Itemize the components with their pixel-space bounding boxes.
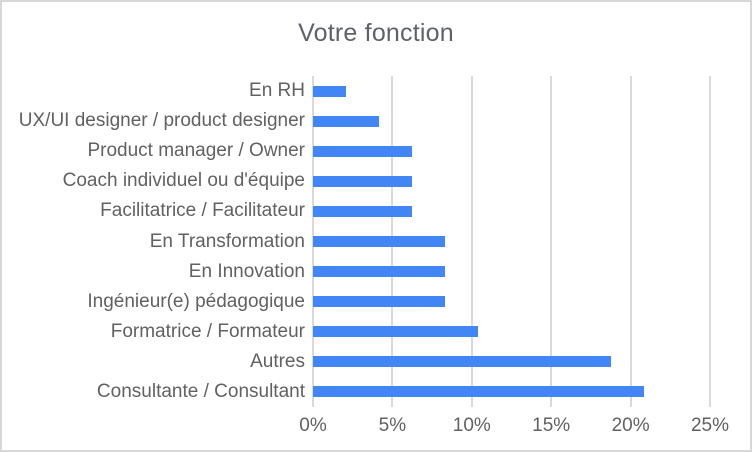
bar-track xyxy=(313,377,710,407)
bar xyxy=(313,205,413,217)
chart-row: En RH xyxy=(2,76,710,106)
bar xyxy=(313,356,611,368)
category-label: Product manager / Owner xyxy=(87,140,305,162)
x-tick-label: 10% xyxy=(452,415,491,436)
bar-track xyxy=(313,196,710,226)
bar xyxy=(313,115,380,127)
category-label: Facilitatrice / Facilitateur xyxy=(100,200,305,222)
chart-row: Autres xyxy=(2,347,710,377)
category-label: En Transformation xyxy=(149,230,305,252)
bar-track xyxy=(313,166,710,196)
x-tick-label: 0% xyxy=(299,415,327,436)
bar xyxy=(313,85,347,97)
bar-track xyxy=(313,287,710,317)
chart-row: Coach individuel ou d'équipe xyxy=(2,166,710,196)
chart-row: Product manager / Owner xyxy=(2,136,710,166)
gridline xyxy=(550,76,553,407)
category-label: Ingénieur(e) pédagogique xyxy=(87,290,305,312)
chart-row: UX/UI designer / product designer xyxy=(2,106,710,136)
category-label: UX/UI designer / product designer xyxy=(18,110,305,132)
category-label: En RH xyxy=(249,80,305,102)
chart-row: En Transformation xyxy=(2,226,710,256)
x-tick-label: 20% xyxy=(611,415,650,436)
category-label: Formatrice / Formateur xyxy=(110,320,305,342)
bar-track xyxy=(313,347,710,377)
x-tick-label: 25% xyxy=(690,415,730,436)
chart-title: Votre fonction xyxy=(298,19,454,47)
gridline xyxy=(629,76,632,407)
bar-track xyxy=(313,226,710,256)
chart-row: En Innovation xyxy=(2,257,710,287)
category-label: Coach individuel ou d'équipe xyxy=(62,170,305,192)
x-axis-ticks: 0% 5% 10% 15% 20% 25% xyxy=(299,415,729,441)
bar xyxy=(313,326,479,338)
category-label: En Innovation xyxy=(188,260,305,282)
bar xyxy=(313,236,446,248)
gridline xyxy=(709,76,711,407)
chart-row: Facilitatrice / Facilitateur xyxy=(2,196,710,226)
bar-track xyxy=(313,257,710,287)
x-tick-label: 15% xyxy=(532,415,571,436)
bar xyxy=(313,266,446,278)
category-label: Autres xyxy=(250,350,305,372)
chart-row: Consultante / Consultant xyxy=(2,377,710,407)
chart-rows: En RH UX/UI designer / product designer Pr… xyxy=(2,76,710,407)
x-tick-label: 5% xyxy=(378,415,407,436)
bar-track xyxy=(313,317,710,347)
bar-track xyxy=(313,136,710,166)
bar xyxy=(313,296,446,308)
category-label: Consultante / Consultant xyxy=(96,380,305,402)
bar xyxy=(313,386,644,398)
bar-track xyxy=(313,106,710,136)
chart-row: Ingénieur(e) pédagogique xyxy=(2,287,710,317)
bar-track xyxy=(313,76,710,106)
bar xyxy=(313,175,413,187)
gridline xyxy=(470,76,473,407)
chart-row: Formatrice / Formateur xyxy=(2,317,710,347)
bar xyxy=(313,145,413,157)
